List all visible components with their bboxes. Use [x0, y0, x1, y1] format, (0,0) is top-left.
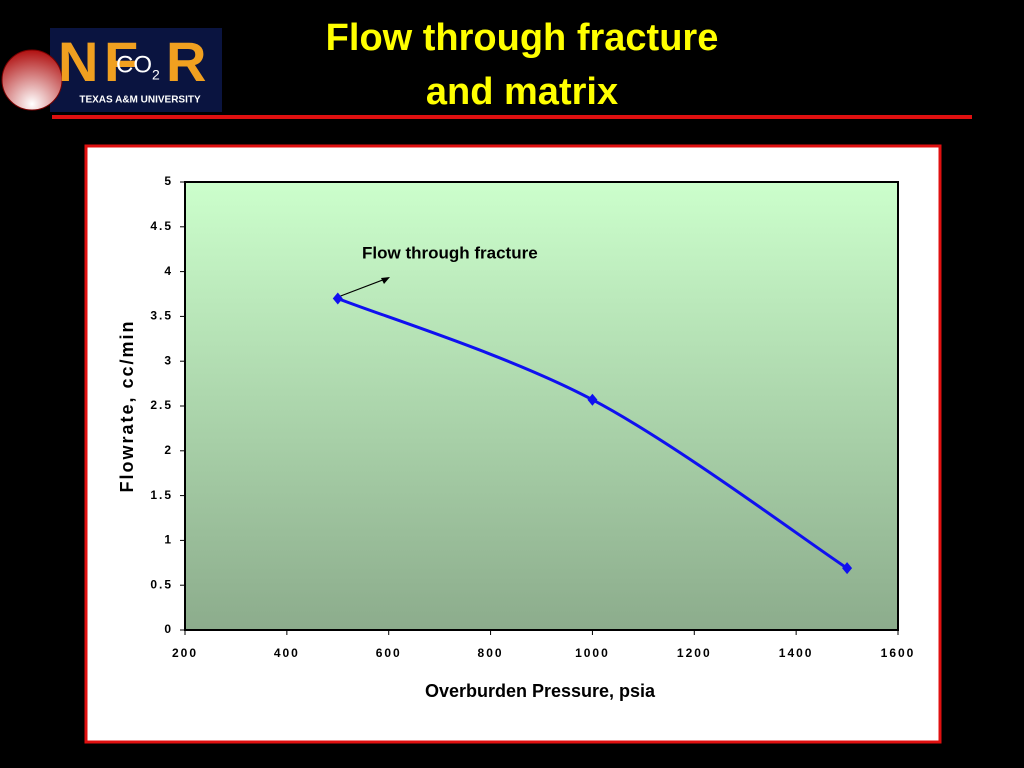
x-tick-label: 400	[274, 646, 300, 660]
logo-gas: CO	[116, 51, 152, 78]
logo-panel	[50, 28, 222, 112]
logo-university: TEXAS A&M UNIVERSITY	[79, 95, 201, 106]
logo-letter: F	[104, 30, 138, 93]
logo: N F R CO 2 TEXAS A&M UNIVERSITY	[1, 28, 222, 112]
slide-title: Flow through fracture	[326, 17, 719, 59]
y-tick-label: 0.5	[150, 577, 173, 591]
data-point	[587, 393, 598, 406]
slide-title: and matrix	[426, 71, 618, 113]
y-tick-label: 3	[164, 353, 173, 367]
annotation-arrowhead	[381, 277, 390, 284]
logo-letter: R	[166, 30, 206, 93]
y-tick-label: 2.5	[150, 398, 173, 412]
y-tick-label: 4	[164, 264, 173, 278]
x-tick-label: 1000	[575, 646, 610, 660]
annotation: Flow through fracture	[362, 243, 538, 262]
logo-letter: N	[58, 30, 98, 93]
plot-area	[184, 181, 899, 631]
y-tick-label: 4.5	[150, 219, 173, 233]
data-point	[332, 292, 343, 305]
y-tick-label: 2	[164, 443, 173, 457]
logo-shell	[1, 49, 63, 111]
x-tick-label: 1400	[779, 646, 814, 660]
logo-gas-subscript: 2	[152, 67, 160, 83]
x-tick-label: 200	[172, 646, 198, 660]
annotation-arrow	[337, 277, 389, 298]
x-tick-label: 1200	[677, 646, 712, 660]
y-tick-label: 5	[164, 174, 173, 188]
y-tick-label: 1.5	[150, 488, 173, 502]
y-tick-label: 0	[164, 622, 173, 636]
y-axis-label: Flowrate, cc/min	[117, 319, 137, 492]
x-tick-label: 1600	[881, 646, 916, 660]
y-tick-label: 3.5	[150, 309, 173, 323]
x-tick-label: 600	[376, 646, 402, 660]
data-point	[842, 562, 853, 575]
x-tick-label: 800	[478, 646, 504, 660]
y-tick-label: 1	[164, 533, 173, 547]
x-axis-label: Overburden Pressure, psia	[425, 681, 656, 701]
